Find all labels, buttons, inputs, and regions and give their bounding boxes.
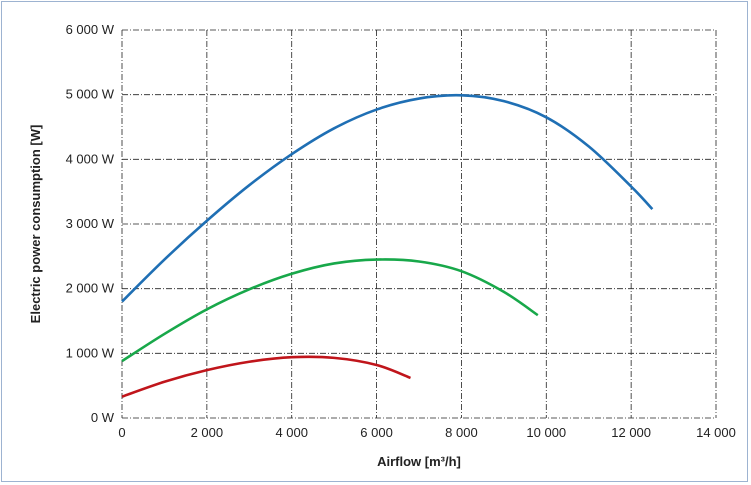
- y-tick-label: 2 000 W: [66, 281, 115, 296]
- x-axis-label: Airflow [m³/h]: [377, 454, 461, 469]
- x-tick-label: 14 000: [696, 425, 736, 440]
- x-tick-label: 2 000: [191, 425, 224, 440]
- x-tick-label: 4 000: [275, 425, 308, 440]
- y-tick-label: 3 000 W: [66, 216, 115, 231]
- series-line-green: [121, 258, 539, 363]
- y-tick-label: 0 W: [91, 410, 115, 425]
- x-tick-label: 10 000: [526, 425, 566, 440]
- x-tick-labels: 0 2 000 4 000 6 000 8 000 10 000 12 000 14 000: [118, 425, 736, 440]
- x-tick-label: 6 000: [360, 425, 393, 440]
- y-tick-label: 5 000 W: [66, 87, 115, 102]
- y-tick-label: 4 000 W: [66, 151, 115, 166]
- series-line-red: [121, 355, 411, 398]
- y-tick-label: 1 000 W: [66, 345, 115, 360]
- y-tick-labels: 0 W 1 000 W 2 000 W 3 000 W 4 000 W 5 000 W 6 …: [66, 22, 115, 425]
- series-line-blue: [121, 93, 654, 303]
- series-lines: [121, 93, 654, 398]
- grid: [121, 29, 717, 419]
- y-axis-label: Electric power consumption [W]: [28, 125, 43, 324]
- x-tick-label: 12 000: [611, 425, 651, 440]
- x-tick-label: 0: [118, 425, 125, 440]
- x-tick-label: 8 000: [445, 425, 478, 440]
- y-tick-label: 6 000 W: [66, 22, 115, 37]
